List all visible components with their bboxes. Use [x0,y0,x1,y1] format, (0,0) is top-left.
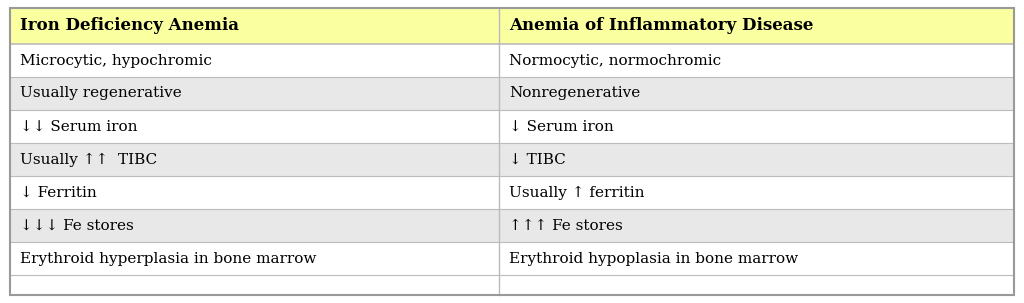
Bar [10,77,499,110]
Text: Anemia of Inflammatory Disease: Anemia of Inflammatory Disease [509,18,813,35]
Bar [10,176,499,209]
Text: ↓ Serum iron: ↓ Serum iron [509,119,613,134]
Bar [499,8,1014,44]
Text: Usually ↑ ferritin: Usually ↑ ferritin [509,185,644,200]
Bar [10,110,499,143]
Bar [499,143,1014,176]
Text: Iron Deficiency Anemia: Iron Deficiency Anemia [20,18,239,35]
Bar [10,242,499,275]
Bar [499,44,1014,77]
Bar [499,242,1014,275]
Text: Usually regenerative: Usually regenerative [20,86,181,101]
Text: Erythroid hypoplasia in bone marrow: Erythroid hypoplasia in bone marrow [509,251,798,265]
Text: ↓ TIBC: ↓ TIBC [509,152,565,167]
Text: ↓ Ferritin: ↓ Ferritin [20,185,96,199]
Text: Microcytic, hypochromic: Microcytic, hypochromic [20,54,212,68]
Bar [499,176,1014,209]
Bar [10,143,499,176]
Text: Erythroid hyperplasia in bone marrow: Erythroid hyperplasia in bone marrow [20,251,316,265]
Bar [10,44,499,77]
Bar [10,8,499,44]
Bar [499,209,1014,242]
Text: Usually ↑↑  TIBC: Usually ↑↑ TIBC [20,152,157,167]
Text: ↓↓↓ Fe stores: ↓↓↓ Fe stores [20,218,134,232]
Text: Nonregenerative: Nonregenerative [509,86,640,101]
Bar [499,77,1014,110]
Bar [10,209,499,242]
Bar [499,110,1014,143]
Text: Normocytic, normochromic: Normocytic, normochromic [509,54,721,68]
Text: ↓↓ Serum iron: ↓↓ Serum iron [20,119,137,134]
Text: ↑↑↑ Fe stores: ↑↑↑ Fe stores [509,218,623,232]
